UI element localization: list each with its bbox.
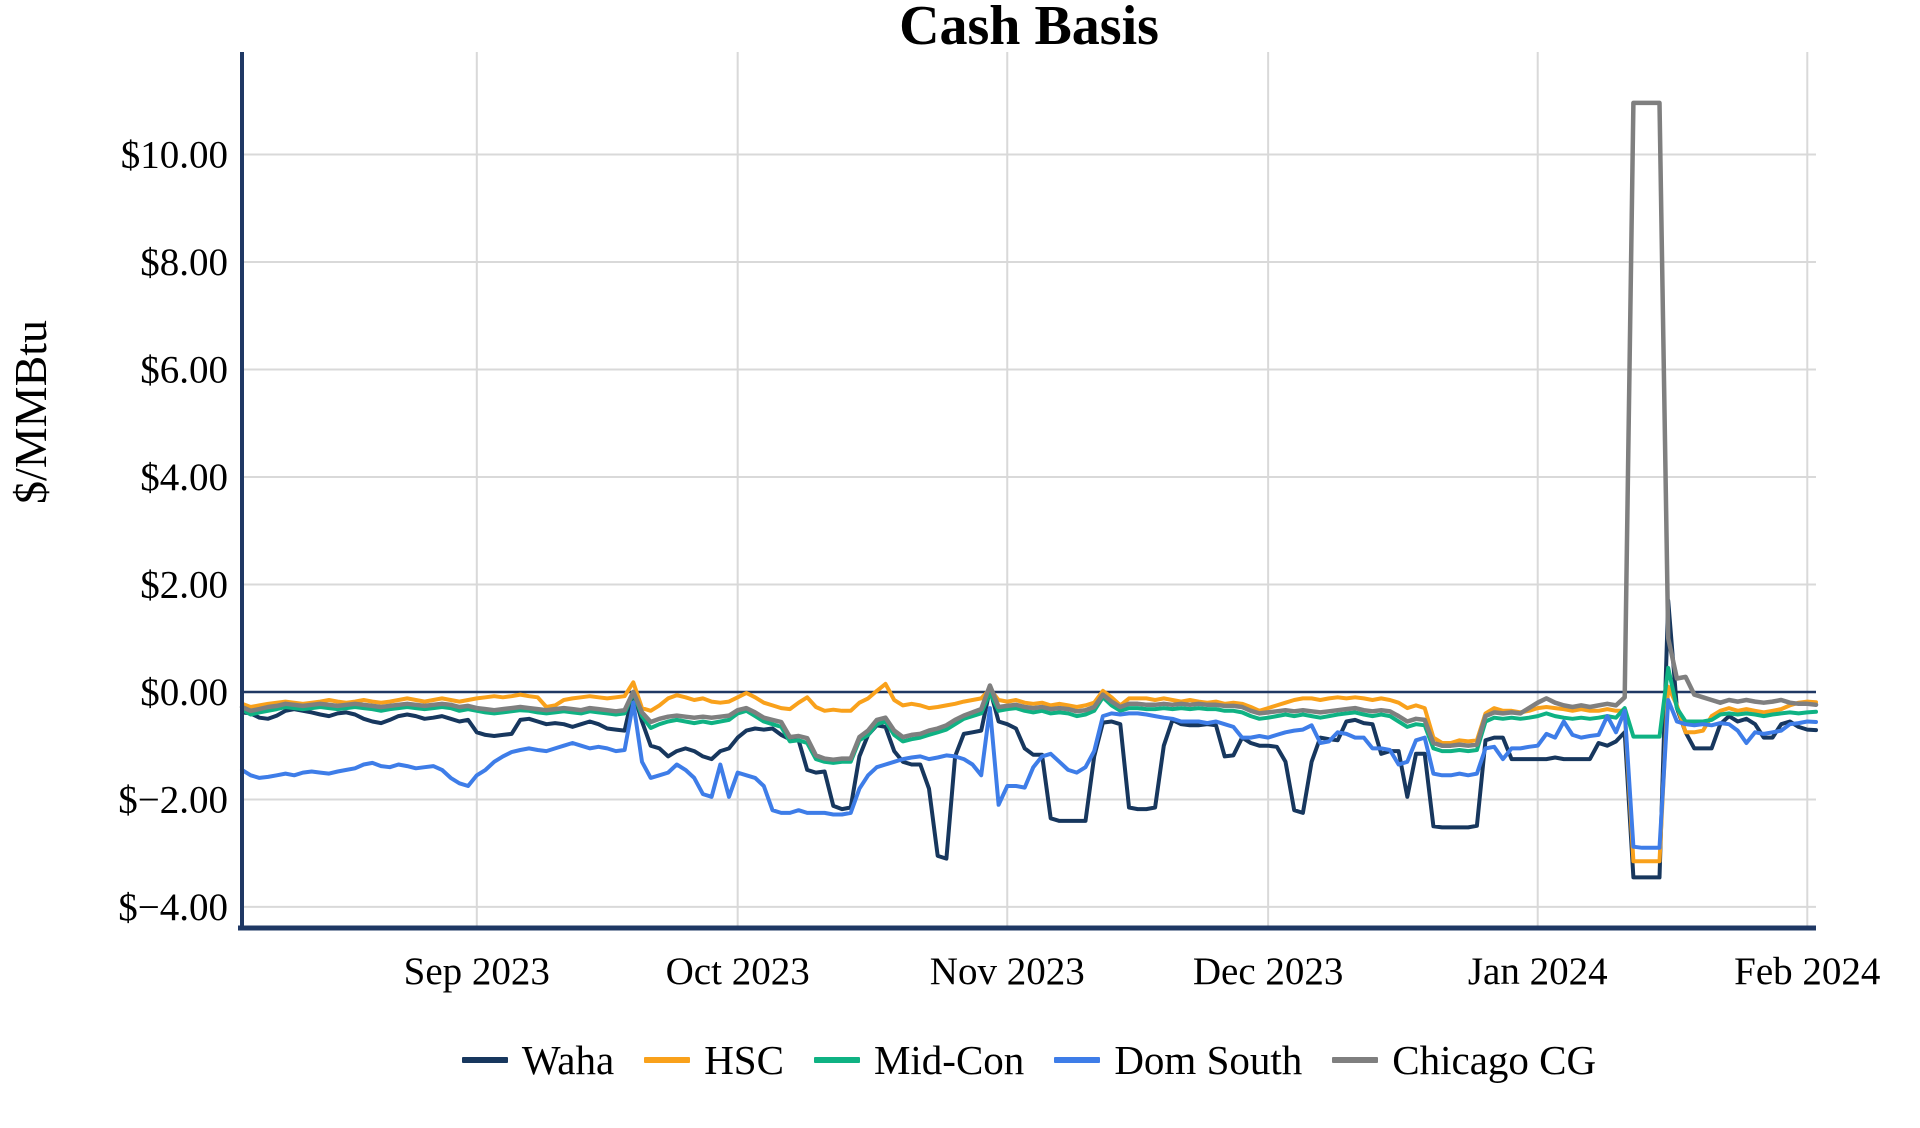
legend-label: Chicago CG <box>1392 1036 1597 1083</box>
y-tick-label: $6.00 <box>140 348 228 391</box>
legend-swatch-icon <box>1332 1057 1379 1063</box>
legend-label: HSC <box>704 1036 784 1083</box>
series-line-chicago-cg <box>239 100 1819 762</box>
legend-item-chicago-cg: Chicago CG <box>1332 1036 1597 1083</box>
x-tick-label: Sep 2023 <box>404 950 550 993</box>
legend-swatch-icon <box>461 1057 508 1063</box>
x-tick-label: Feb 2024 <box>1734 950 1880 993</box>
legend-item-waha: Waha <box>461 1036 615 1083</box>
series-line-waha <box>240 598 1818 880</box>
y-tick-label: $4.00 <box>140 456 228 499</box>
x-tick-labels: Sep 2023 Oct 2023 Nov 2023 Dec 2023 Jan 2024… <box>404 950 1881 993</box>
gridlines <box>242 52 1816 928</box>
legend-label: Waha <box>521 1036 615 1083</box>
series-lines <box>239 100 1819 880</box>
legend-item-mid-con: Mid-Con <box>813 1036 1025 1083</box>
y-axis-title: $/MMBtu <box>5 320 56 504</box>
y-tick-label: $−2.00 <box>118 778 228 821</box>
legend: Waha HSC Mid-Con Dom South Chicago CG <box>242 1028 1816 1092</box>
legend-swatch-icon <box>813 1057 860 1063</box>
y-tick-label: $10.00 <box>121 133 228 176</box>
x-tick-label: Nov 2023 <box>930 950 1085 993</box>
y-tick-label: $0.00 <box>140 671 228 714</box>
legend-swatch-icon <box>644 1057 691 1063</box>
y-tick-label: $2.00 <box>140 563 228 606</box>
y-tick-label: $8.00 <box>140 241 228 284</box>
series-line-mid-con <box>240 665 1818 765</box>
series-line-dom-south <box>240 698 1818 850</box>
x-tick-label: Dec 2023 <box>1193 950 1344 993</box>
series-line-hsc <box>240 680 1818 864</box>
y-tick-label: $−4.00 <box>118 886 228 929</box>
x-tick-label: Oct 2023 <box>666 950 810 993</box>
legend-item-dom-south: Dom South <box>1054 1036 1303 1083</box>
legend-swatch-icon <box>1054 1057 1101 1063</box>
legend-label: Mid-Con <box>873 1036 1025 1083</box>
axes <box>238 52 1816 931</box>
legend-label: Dom South <box>1114 1036 1303 1083</box>
chart-title: Cash Basis <box>899 0 1159 57</box>
y-tick-labels: $10.00 $8.00 $6.00 $4.00 $2.00 $0.00 $−2.00 $−4… <box>118 133 228 928</box>
x-tick-label: Jan 2024 <box>1468 950 1608 993</box>
legend-item-hsc: HSC <box>644 1036 784 1083</box>
